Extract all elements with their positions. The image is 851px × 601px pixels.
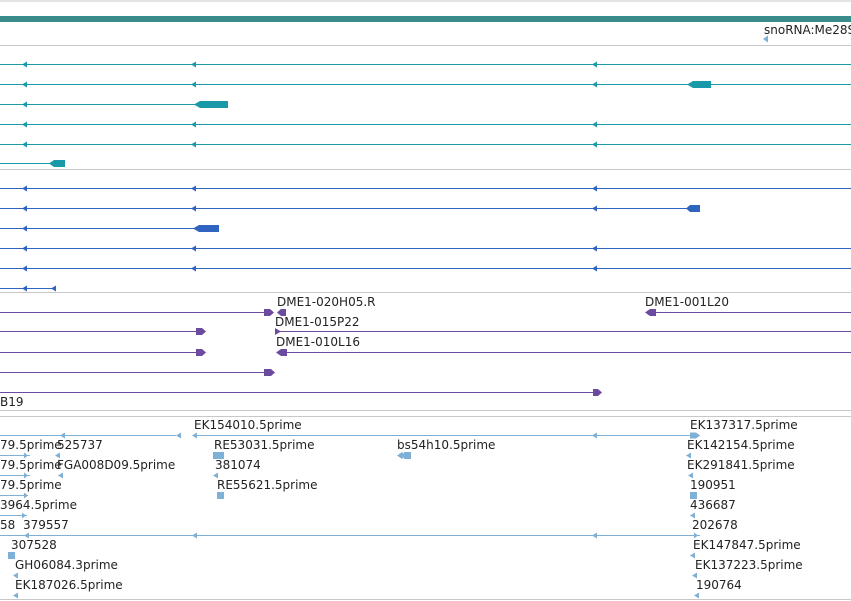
est-label-379557[interactable]: 379557 <box>23 518 69 532</box>
est-label-ek147847[interactable]: EK147847.5prime <box>693 538 801 552</box>
clone-001l20[interactable] <box>645 309 851 316</box>
purple-clones <box>0 309 851 396</box>
est-label-190764[interactable]: 190764 <box>696 578 742 592</box>
est-label-bs54h10[interactable]: bs54h10.5prime <box>397 438 496 452</box>
est-row1[interactable] <box>0 432 700 439</box>
top-overview-bar <box>0 16 851 22</box>
blue-transcript-4[interactable] <box>0 245 851 252</box>
est-label-ek137223[interactable]: EK137223.5prime <box>695 558 803 572</box>
est-label-795-c[interactable]: 79.5prime <box>0 478 62 492</box>
est-label-795-b[interactable]: 79.5prime <box>0 458 62 472</box>
est-label-3964[interactable]: 3964.5prime <box>0 498 77 512</box>
est-label-58[interactable]: 58 <box>0 518 16 532</box>
est-label-190951[interactable]: 190951 <box>690 478 736 492</box>
clone-label-015p22[interactable]: DME1-015P22 <box>275 315 360 329</box>
blue-transcript-2[interactable] <box>0 205 700 212</box>
est-row8[interactable] <box>13 572 697 579</box>
est-alignments <box>0 432 700 599</box>
snorna-feature[interactable] <box>763 35 768 43</box>
teal-transcript-2[interactable] <box>0 81 851 88</box>
est-row5[interactable] <box>0 512 695 519</box>
est-label-ek154010[interactable]: EK154010.5prime <box>194 418 302 432</box>
est-label-307528[interactable]: 307528 <box>11 538 57 552</box>
est-label-202678[interactable]: 202678 <box>692 518 738 532</box>
teal-transcript-6[interactable] <box>0 160 65 167</box>
clone-label-001l20[interactable]: DME1-001L20 <box>645 295 729 309</box>
teal-transcript-4[interactable] <box>0 121 851 128</box>
teal-transcript-5[interactable] <box>0 141 851 148</box>
clone-row4[interactable] <box>0 369 275 376</box>
est-label-gh06084[interactable]: GH06084.3prime <box>15 558 118 572</box>
clone-label-b19[interactable]: B19 <box>0 395 24 409</box>
teal-transcripts <box>0 61 851 167</box>
est-row6[interactable] <box>0 532 700 539</box>
est-row9[interactable] <box>13 592 699 599</box>
est-row4[interactable] <box>0 492 697 499</box>
blue-transcript-5[interactable] <box>0 265 851 272</box>
est-row7[interactable] <box>8 552 695 559</box>
est-row3[interactable] <box>0 472 693 479</box>
est-label-ek142154[interactable]: EK142154.5prime <box>687 438 795 452</box>
clone-010l16[interactable] <box>0 349 851 356</box>
blue-transcript-1[interactable] <box>0 185 851 192</box>
clone-label-010l16[interactable]: DME1-010L16 <box>276 335 360 349</box>
section-separators <box>0 45 851 600</box>
est-row2[interactable] <box>0 452 691 459</box>
blue-transcript-6[interactable] <box>0 285 56 292</box>
est-label-436687[interactable]: 436687 <box>690 498 736 512</box>
est-label-525737[interactable]: 525737 <box>57 438 103 452</box>
teal-transcript-3[interactable] <box>0 101 228 108</box>
clone-b19[interactable] <box>0 389 602 396</box>
est-label-381074[interactable]: 381074 <box>215 458 261 472</box>
est-label-795-a[interactable]: 79.5prime <box>0 438 62 452</box>
est-label-re53031[interactable]: RE53031.5prime <box>214 438 315 452</box>
est-label-re55621[interactable]: RE55621.5prime <box>217 478 318 492</box>
clone-label-020h05[interactable]: DME1-020H05.R <box>277 295 376 309</box>
clone-015p22[interactable] <box>0 328 851 335</box>
est-label-fga008d09[interactable]: FGA008D09.5prime <box>57 458 176 472</box>
clone-020h05[interactable] <box>0 309 286 316</box>
est-label-ek187026[interactable]: EK187026.5prime <box>15 578 123 592</box>
snorna-label[interactable]: snoRNA:Me28S <box>764 23 851 37</box>
est-label-ek137317[interactable]: EK137317.5prime <box>690 418 798 432</box>
est-label-ek291841[interactable]: EK291841.5prime <box>687 458 795 472</box>
blue-transcripts <box>0 185 851 292</box>
blue-transcript-3[interactable] <box>0 225 219 232</box>
teal-transcript-1[interactable] <box>0 61 851 68</box>
